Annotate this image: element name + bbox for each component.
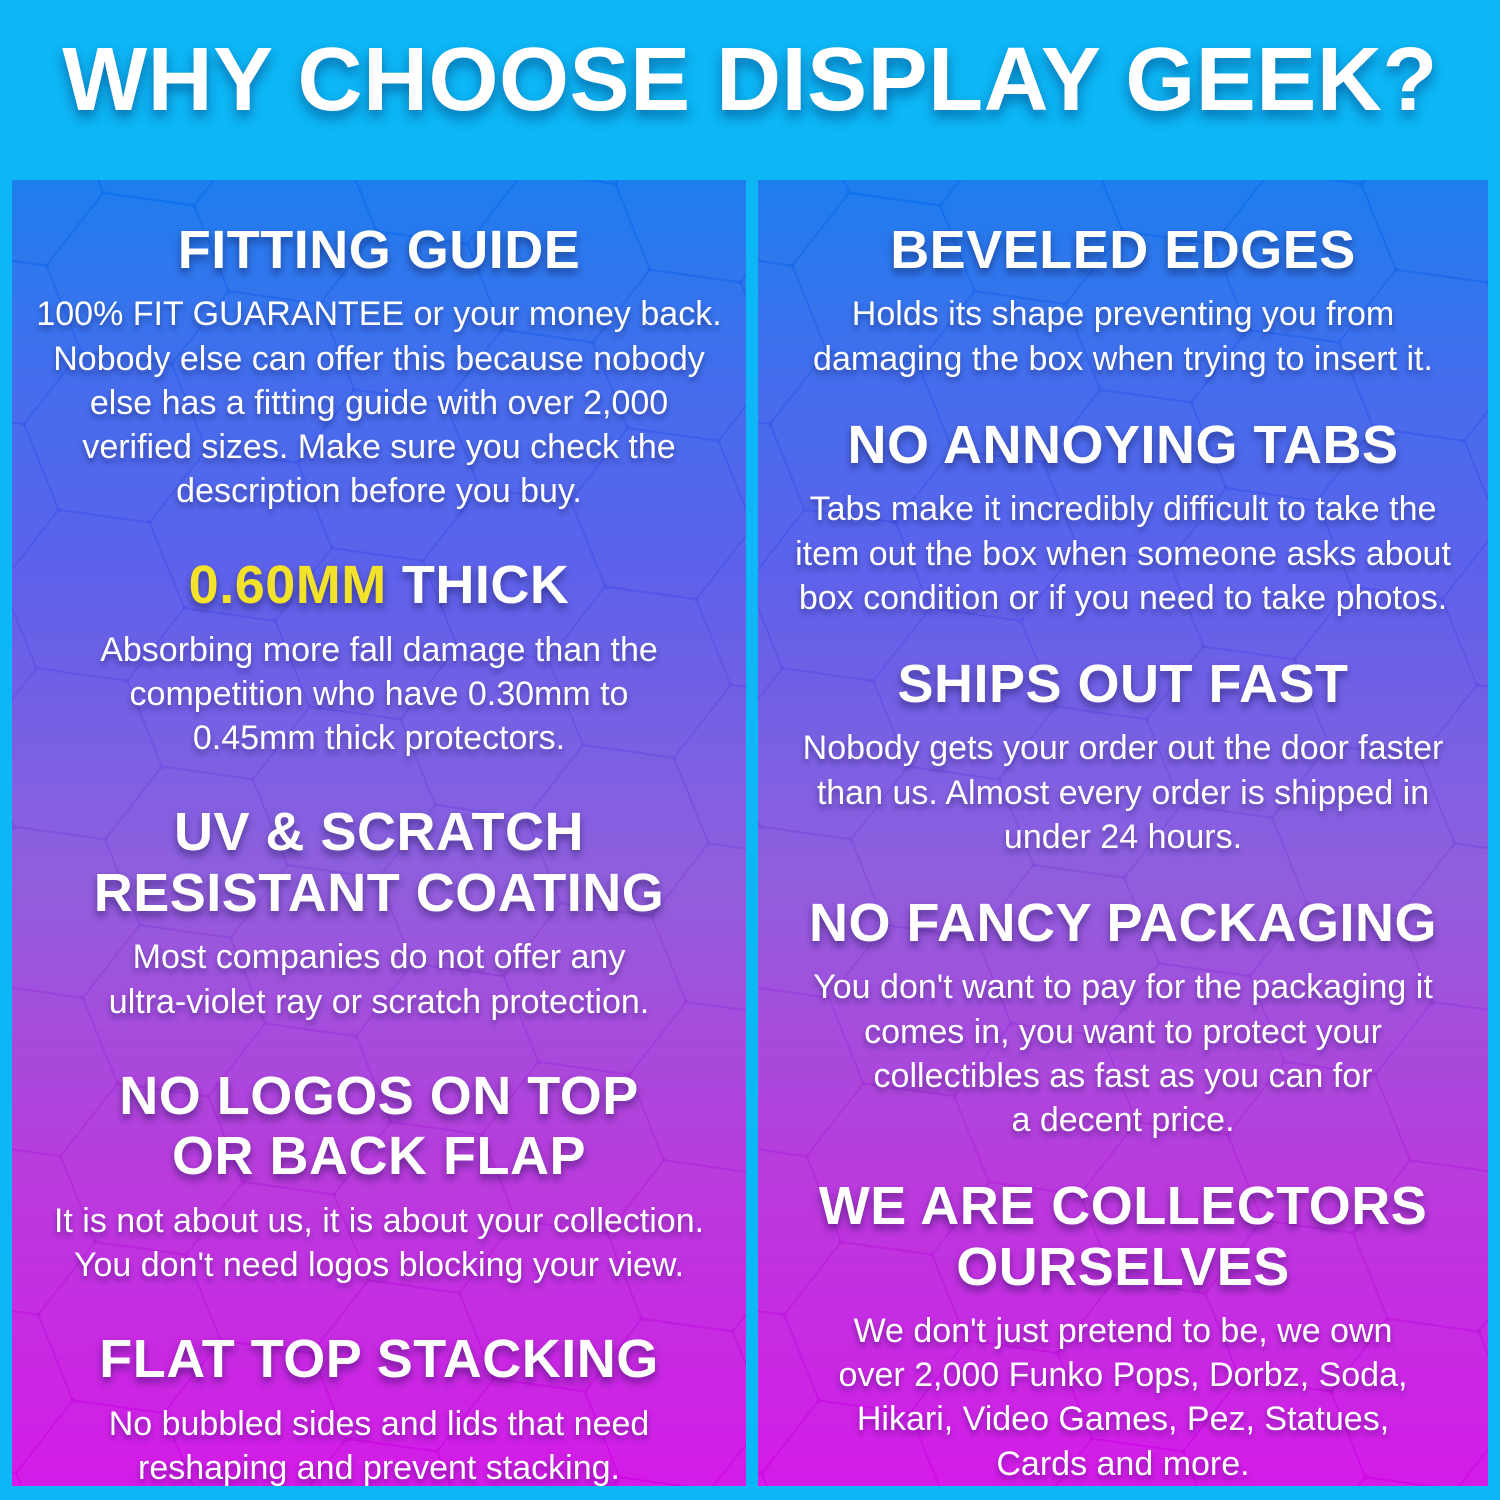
- left-panel-content: FITTING GUIDE 100% FIT GUARANTEE or your…: [12, 180, 746, 1486]
- feature-body: It is not about us, it is about your col…: [53, 1201, 705, 1284]
- feature-body: Holds its shape preventing you from dama…: [813, 295, 1433, 378]
- feature-body: Absorbing more fall damage than the comp…: [100, 630, 658, 758]
- feature-heading: WE ARE COLLECTORS OURSELVES: [818, 1176, 1428, 1297]
- feature-ships-out-fast: SHIPS OUT FAST Nobody gets your order ou…: [774, 654, 1472, 859]
- feature-body: 100% FIT GUARANTEE or your money back. N…: [36, 295, 722, 511]
- feature-heading: NO LOGOS ON TOP OR BACK FLAP: [119, 1065, 639, 1187]
- right-panel-content: BEVELED EDGES Holds its shape preventing…: [758, 180, 1488, 1486]
- feature-body: We don't just pretend to be, we own over…: [838, 1312, 1408, 1483]
- feature-fitting-guide: FITTING GUIDE 100% FIT GUARANTEE or your…: [28, 220, 730, 513]
- feature-no-fancy-packaging: NO FANCY PACKAGING You don't want to pay…: [774, 893, 1472, 1142]
- feature-beveled-edges: BEVELED EDGES Holds its shape preventing…: [774, 220, 1472, 381]
- hexagon-pattern-overlay: [12, 180, 746, 1486]
- feature-no-logos: NO LOGOS ON TOP OR BACK FLAP It is not a…: [28, 1066, 730, 1287]
- feature-heading: FITTING GUIDE: [177, 220, 581, 280]
- right-panel: BEVELED EDGES Holds its shape preventing…: [758, 180, 1488, 1486]
- feature-body: Nobody gets your order out the door fast…: [802, 729, 1444, 856]
- feature-we-are-collectors: WE ARE COLLECTORS OURSELVES We don't jus…: [774, 1176, 1472, 1486]
- left-panel: FITTING GUIDE 100% FIT GUARANTEE or your…: [12, 180, 746, 1486]
- feature-heading: BEVELED EDGES: [890, 220, 1356, 280]
- feature-body: Tabs make it incredibly difficult to tak…: [795, 490, 1451, 617]
- feature-flat-top-stacking: FLAT TOP STACKING No bubbled sides and l…: [28, 1329, 730, 1486]
- feature-body: You don't want to pay for the packaging …: [813, 968, 1433, 1139]
- feature-no-annoying-tabs: NO ANNOYING TABS Tabs make it incredibly…: [774, 415, 1472, 620]
- thickness-heading-rest: THICK: [401, 555, 570, 616]
- hexagon-pattern-overlay: [758, 180, 1488, 1486]
- feature-uv-coating: UV & SCRATCH RESISTANT COATING Most comp…: [28, 802, 730, 1023]
- feature-heading: 0.60MM THICK: [28, 555, 730, 615]
- feature-thickness: 0.60MM THICK Absorbing more fall damage t…: [28, 555, 730, 760]
- page-title: WHY CHOOSE DISPLAY GEEK?: [62, 30, 1438, 130]
- feature-body: Most companies do not offer any ultra-vi…: [108, 938, 650, 1021]
- feature-heading: UV & SCRATCH RESISTANT COATING: [93, 802, 665, 923]
- feature-heading: NO ANNOYING TABS: [847, 414, 1399, 475]
- feature-heading: NO FANCY PACKAGING: [808, 892, 1438, 953]
- feature-body: No bubbled sides and lids that need resh…: [108, 1404, 650, 1486]
- thickness-value-highlight: 0.60MM: [188, 555, 387, 616]
- feature-heading: FLAT TOP STACKING: [99, 1329, 659, 1390]
- feature-heading: SHIPS OUT FAST: [897, 653, 1349, 714]
